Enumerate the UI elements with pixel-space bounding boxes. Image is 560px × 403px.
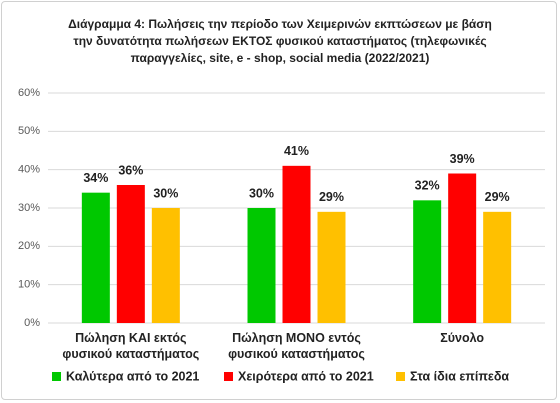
legend-label: Χειρότερα από το 2021 [238, 369, 374, 383]
y-tick-label: 20% [18, 240, 40, 252]
bar [81, 192, 110, 323]
legend-swatch [396, 372, 405, 381]
y-tick-label: 40% [18, 164, 40, 176]
value-label: 41% [284, 144, 309, 158]
x-tick-label: Πώληση ΚΑΙ εκτός φυσικού καταστήματος [62, 331, 200, 361]
y-tick-label: 30% [18, 202, 40, 214]
value-label: 39% [450, 152, 475, 166]
legend-swatch [52, 372, 61, 381]
x-tick-label: Πώληση ΜΟΝΟ εντός φυσικού καταστήματος [228, 331, 365, 361]
bar [116, 185, 145, 323]
value-label: 30% [153, 186, 178, 200]
value-label: 29% [485, 190, 510, 204]
bar [247, 208, 276, 323]
x-tick-label: Σύνολο [440, 331, 485, 345]
chart-title: Διάγραμμα 4: Πωλήσεις την περίοδο των Χε… [68, 17, 492, 65]
legend-label: Στα ίδια επίπεδα [410, 369, 509, 383]
value-label: 36% [118, 163, 143, 177]
legend-label: Καλύτερα από το 2021 [66, 369, 199, 383]
y-tick-label: 0% [24, 317, 40, 329]
value-label: 30% [249, 186, 274, 200]
y-tick-label: 60% [18, 87, 40, 99]
y-tick-label: 50% [18, 125, 40, 137]
bar [282, 165, 311, 323]
value-label: 29% [319, 190, 344, 204]
value-label: 32% [415, 179, 440, 193]
y-tick-label: 10% [18, 279, 40, 291]
bar [151, 208, 180, 323]
legend-swatch [224, 372, 233, 381]
bar [448, 173, 477, 323]
bar [317, 211, 346, 323]
value-label: 34% [83, 171, 108, 185]
bar [483, 211, 512, 323]
bar [413, 200, 442, 323]
